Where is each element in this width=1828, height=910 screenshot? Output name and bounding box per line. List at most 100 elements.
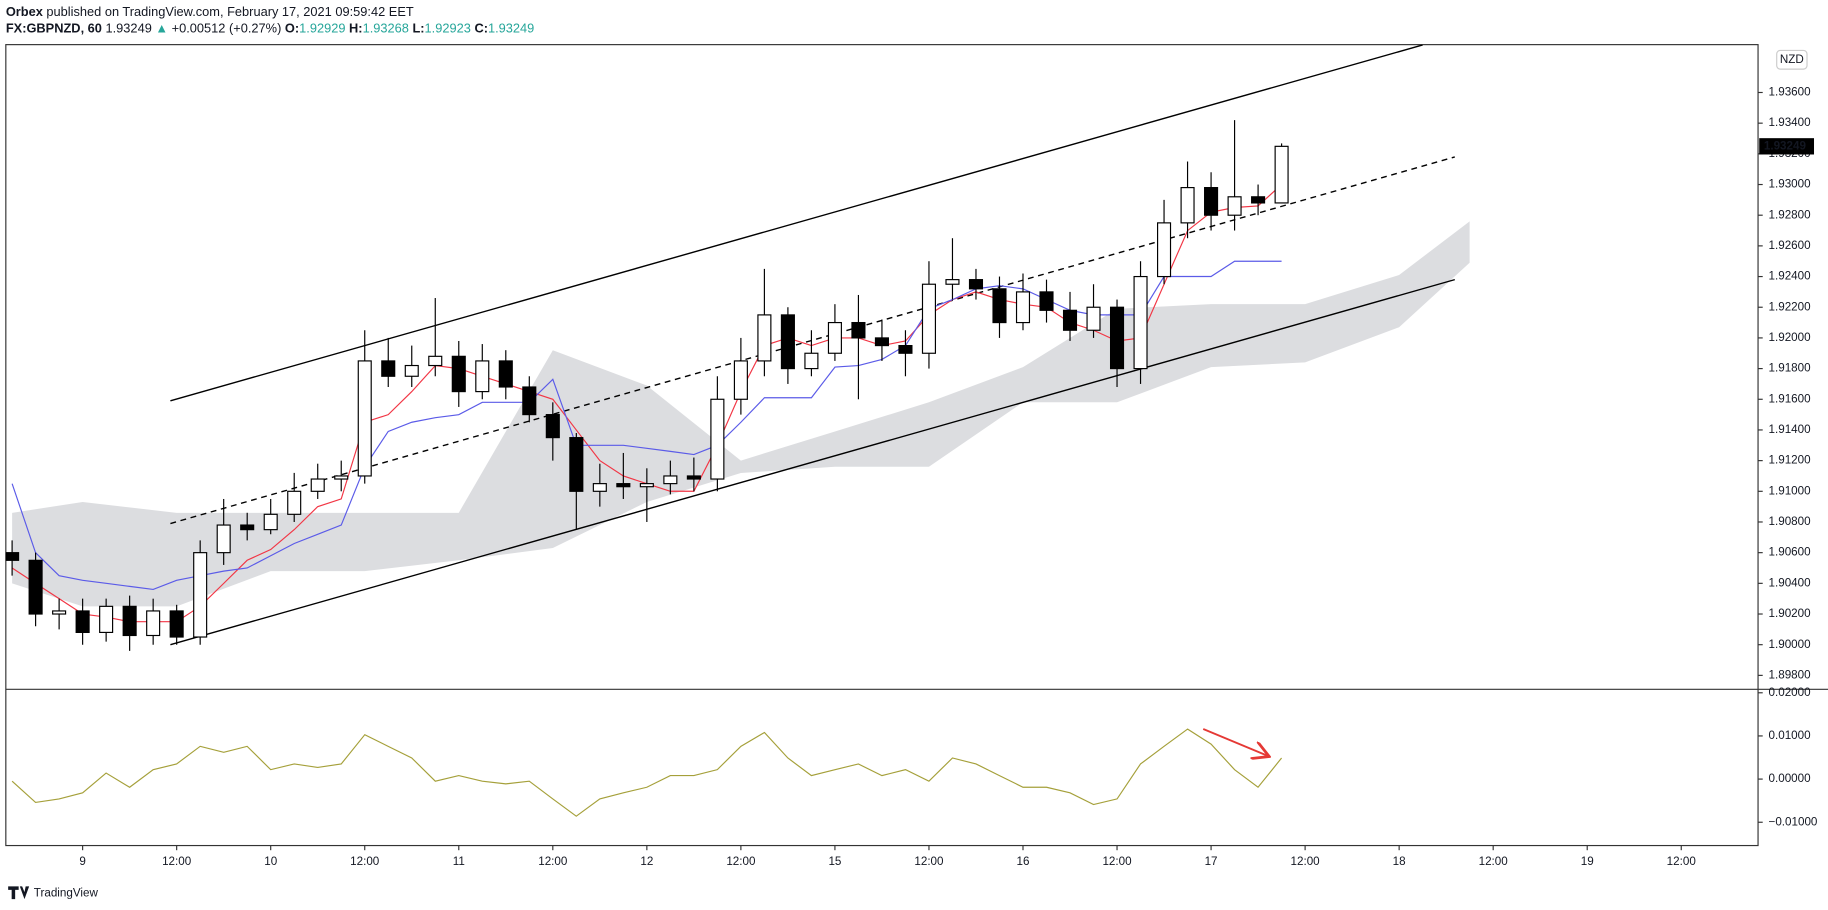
ohlc-label: H: [349,21,363,36]
brand: TradingView [34,886,99,899]
last-price-box [1759,138,1815,155]
candle-body [1062,309,1078,331]
candle-body [428,355,443,367]
y-tick-label: 1.93600 [1769,86,1812,99]
candle-body [1086,306,1101,331]
candle-body [5,552,20,561]
candle-body [1133,275,1148,370]
candle-body [75,610,90,634]
y-tick-label: 1.90800 [1769,515,1812,528]
candle-body [1180,187,1195,224]
candle-body [52,610,67,615]
x-tick-label: 12:00 [914,855,944,868]
x-tick-label: 19 [1581,855,1594,868]
y-tick-label: 0.00000 [1769,772,1812,785]
candle-body [193,552,208,638]
candle-body [733,360,748,400]
x-tick-label: 12:00 [1479,855,1509,868]
candle-body [1204,187,1219,216]
published: published on TradingView.com, February 1… [46,5,413,20]
x-tick-label: 15 [828,855,841,868]
ohlc-label: O: [285,21,299,36]
x-tick-label: 12 [640,855,653,868]
candle-body [498,360,513,388]
arrow: ▲ [155,21,168,36]
x-tick-label: 18 [1393,855,1406,868]
candle-body [1109,306,1125,370]
x-tick-label: 12:00 [538,855,568,868]
y-tick-label: 0.02000 [1769,686,1812,699]
y-tick-label: 1.89800 [1769,668,1812,681]
candle-body [310,478,325,492]
candle-body [710,398,725,480]
x-tick-label: 12:00 [726,855,756,868]
candle-body [851,321,866,339]
x-tick-label: 9 [79,855,85,868]
oscillator-line [11,728,1283,817]
x-tick-label: 12:00 [1667,855,1697,868]
candle-body [404,364,419,377]
candle-body [1227,196,1242,216]
candle-body [898,345,913,354]
candle-body [122,605,137,637]
candle-body [28,559,43,615]
candle-body [451,355,466,393]
candle-body [945,279,960,285]
candle-body [216,524,231,554]
y-tick-label: 0.01000 [1769,729,1812,742]
y-tick-label: 1.93000 [1769,178,1812,191]
footer: TradingView [8,886,98,899]
y-tick-label: 1.90600 [1769,546,1812,559]
y-tick-label: 1.90400 [1769,576,1812,589]
x-tick-label: 12:00 [1102,855,1132,868]
candle-body [1274,145,1289,204]
currency-box [1776,49,1808,70]
ohlc-value: 1.93268 [363,21,409,36]
last: 1.93249 [106,21,152,36]
candle-body [663,475,678,485]
y-tick-label: 1.92200 [1769,300,1812,313]
y-tick-label: 1.91800 [1769,362,1812,375]
y-tick-label: 1.90000 [1769,638,1812,651]
candle-body [545,414,560,439]
x-tick-label: 10 [264,855,277,868]
plot-area [5,44,1470,651]
candle-body [780,314,795,370]
publisher: Orbex [6,5,44,20]
candle-body [381,360,396,377]
x-tick-label: 11 [453,855,465,868]
candle-body [1039,291,1054,311]
y-tick-label: 1.90200 [1769,607,1812,620]
candle-body [240,524,255,531]
candle-body [921,283,937,354]
x-tick-label: 12:00 [350,855,380,868]
ohlc-label: C: [474,21,488,36]
symbol: FX:GBPNZD, 60 [6,21,102,36]
y-tick-label: 1.91600 [1769,392,1812,405]
y-tick-label: 1.91000 [1769,484,1812,497]
ohlc-value: 1.92929 [299,21,345,36]
y-tick-label: 1.93400 [1769,116,1812,129]
trend-line [170,44,1423,402]
candle-body [522,386,537,416]
x-tick-label: 17 [1205,855,1218,868]
x-tick-label: 16 [1017,855,1030,868]
candle-body [569,437,584,492]
annotation-arrow [1202,728,1267,756]
candle-body [1015,291,1031,324]
pane-frame [5,44,1759,847]
header-line-1: Orbex published on TradingView.com, Febr… [6,5,414,20]
y-tick-label: −0.01000 [1769,815,1818,828]
ohlc-value: 1.92923 [425,21,471,36]
ohlc-label: L: [412,21,424,36]
change: +0.00512 (+0.27%) [172,21,282,36]
x-tick-label: 12:00 [1291,855,1321,868]
trend-line [170,156,1455,525]
candle-body [263,513,278,531]
currency: NZD [1780,53,1804,66]
y-tick-label: 1.92000 [1769,331,1812,344]
candle-body [592,483,607,492]
candle-body [992,288,1007,324]
